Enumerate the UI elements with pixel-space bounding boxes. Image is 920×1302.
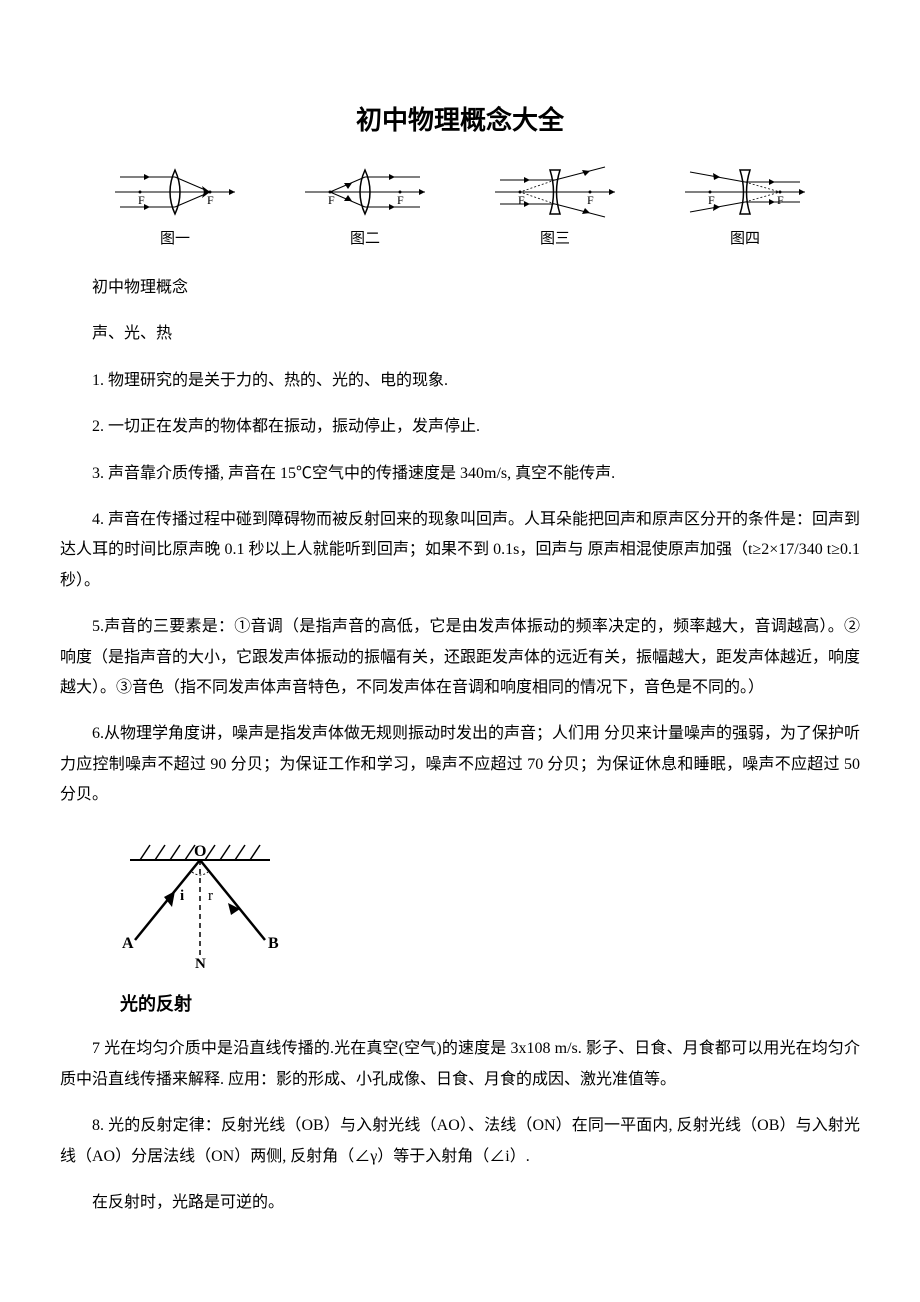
label-i: i xyxy=(180,888,184,904)
svg-text:F: F xyxy=(138,193,145,207)
lens-diagram-2-icon: F F xyxy=(300,162,430,222)
label-B: B xyxy=(268,935,279,952)
reflection-diagram-icon: O N A B i r xyxy=(100,830,300,970)
paragraph-6: 6.从物理学角度讲，噪声是指发声体做无规则振动时发出的声音；人们用 分贝来计量噪… xyxy=(60,719,860,810)
svg-text:F: F xyxy=(587,193,594,207)
reflection-caption: 光的反射 xyxy=(120,990,860,1016)
paragraph-7: 7 光在均匀介质中是沿直线传播的.光在真空(空气)的速度是 3x108 m/s.… xyxy=(60,1034,860,1095)
svg-text:F: F xyxy=(518,193,525,207)
label-r: r xyxy=(208,888,213,904)
lens-diagram-4-icon: F F xyxy=(680,162,810,222)
paragraph-4: 4. 声音在传播过程中碰到障碍物而被反射回来的现象叫回声。人耳朵能把回声和原声区… xyxy=(60,505,860,596)
figure-2-caption: 图二 xyxy=(350,227,380,248)
paragraph-intro: 初中物理概念 xyxy=(60,273,860,303)
lens-figures-row: F F 图一 F F 图二 xyxy=(60,162,860,248)
figure-3: F F 图三 xyxy=(490,162,620,248)
figure-4: F F 图四 xyxy=(680,162,810,248)
svg-text:F: F xyxy=(777,193,784,207)
reflection-diagram: O N A B i r xyxy=(100,830,860,975)
lens-diagram-1-icon: F F xyxy=(110,162,240,222)
paragraph-2: 2. 一切正在发声的物体都在振动，振动停止，发声停止. xyxy=(60,412,860,442)
svg-text:F: F xyxy=(397,193,404,207)
paragraph-3: 3. 声音靠介质传播, 声音在 15℃空气中的传播速度是 340m/s, 真空不… xyxy=(60,459,860,489)
label-N: N xyxy=(195,956,206,970)
paragraph-5: 5.声音的三要素是：①音调（是指声音的高低，它是由发声体振动的频率决定的，频率越… xyxy=(60,612,860,703)
figure-1-caption: 图一 xyxy=(160,227,190,248)
label-O: O xyxy=(194,843,206,860)
figure-4-caption: 图四 xyxy=(730,227,760,248)
svg-text:F: F xyxy=(328,193,335,207)
svg-text:F: F xyxy=(708,193,715,207)
label-A: A xyxy=(122,935,134,952)
paragraph-1: 1. 物理研究的是关于力的、热的、光的、电的现象. xyxy=(60,366,860,396)
figure-3-caption: 图三 xyxy=(540,227,570,248)
lens-diagram-3-icon: F F xyxy=(490,162,620,222)
document-title: 初中物理概念大全 xyxy=(60,100,860,137)
paragraph-9: 在反射时，光路是可逆的。 xyxy=(60,1188,860,1218)
figure-1: F F 图一 xyxy=(110,162,240,248)
paragraph-8: 8. 光的反射定律：反射光线（OB）与入射光线（AO）、法线（ON）在同一平面内… xyxy=(60,1111,860,1172)
paragraph-section: 声、光、热 xyxy=(60,319,860,349)
svg-text:F: F xyxy=(207,193,214,207)
figure-2: F F 图二 xyxy=(300,162,430,248)
